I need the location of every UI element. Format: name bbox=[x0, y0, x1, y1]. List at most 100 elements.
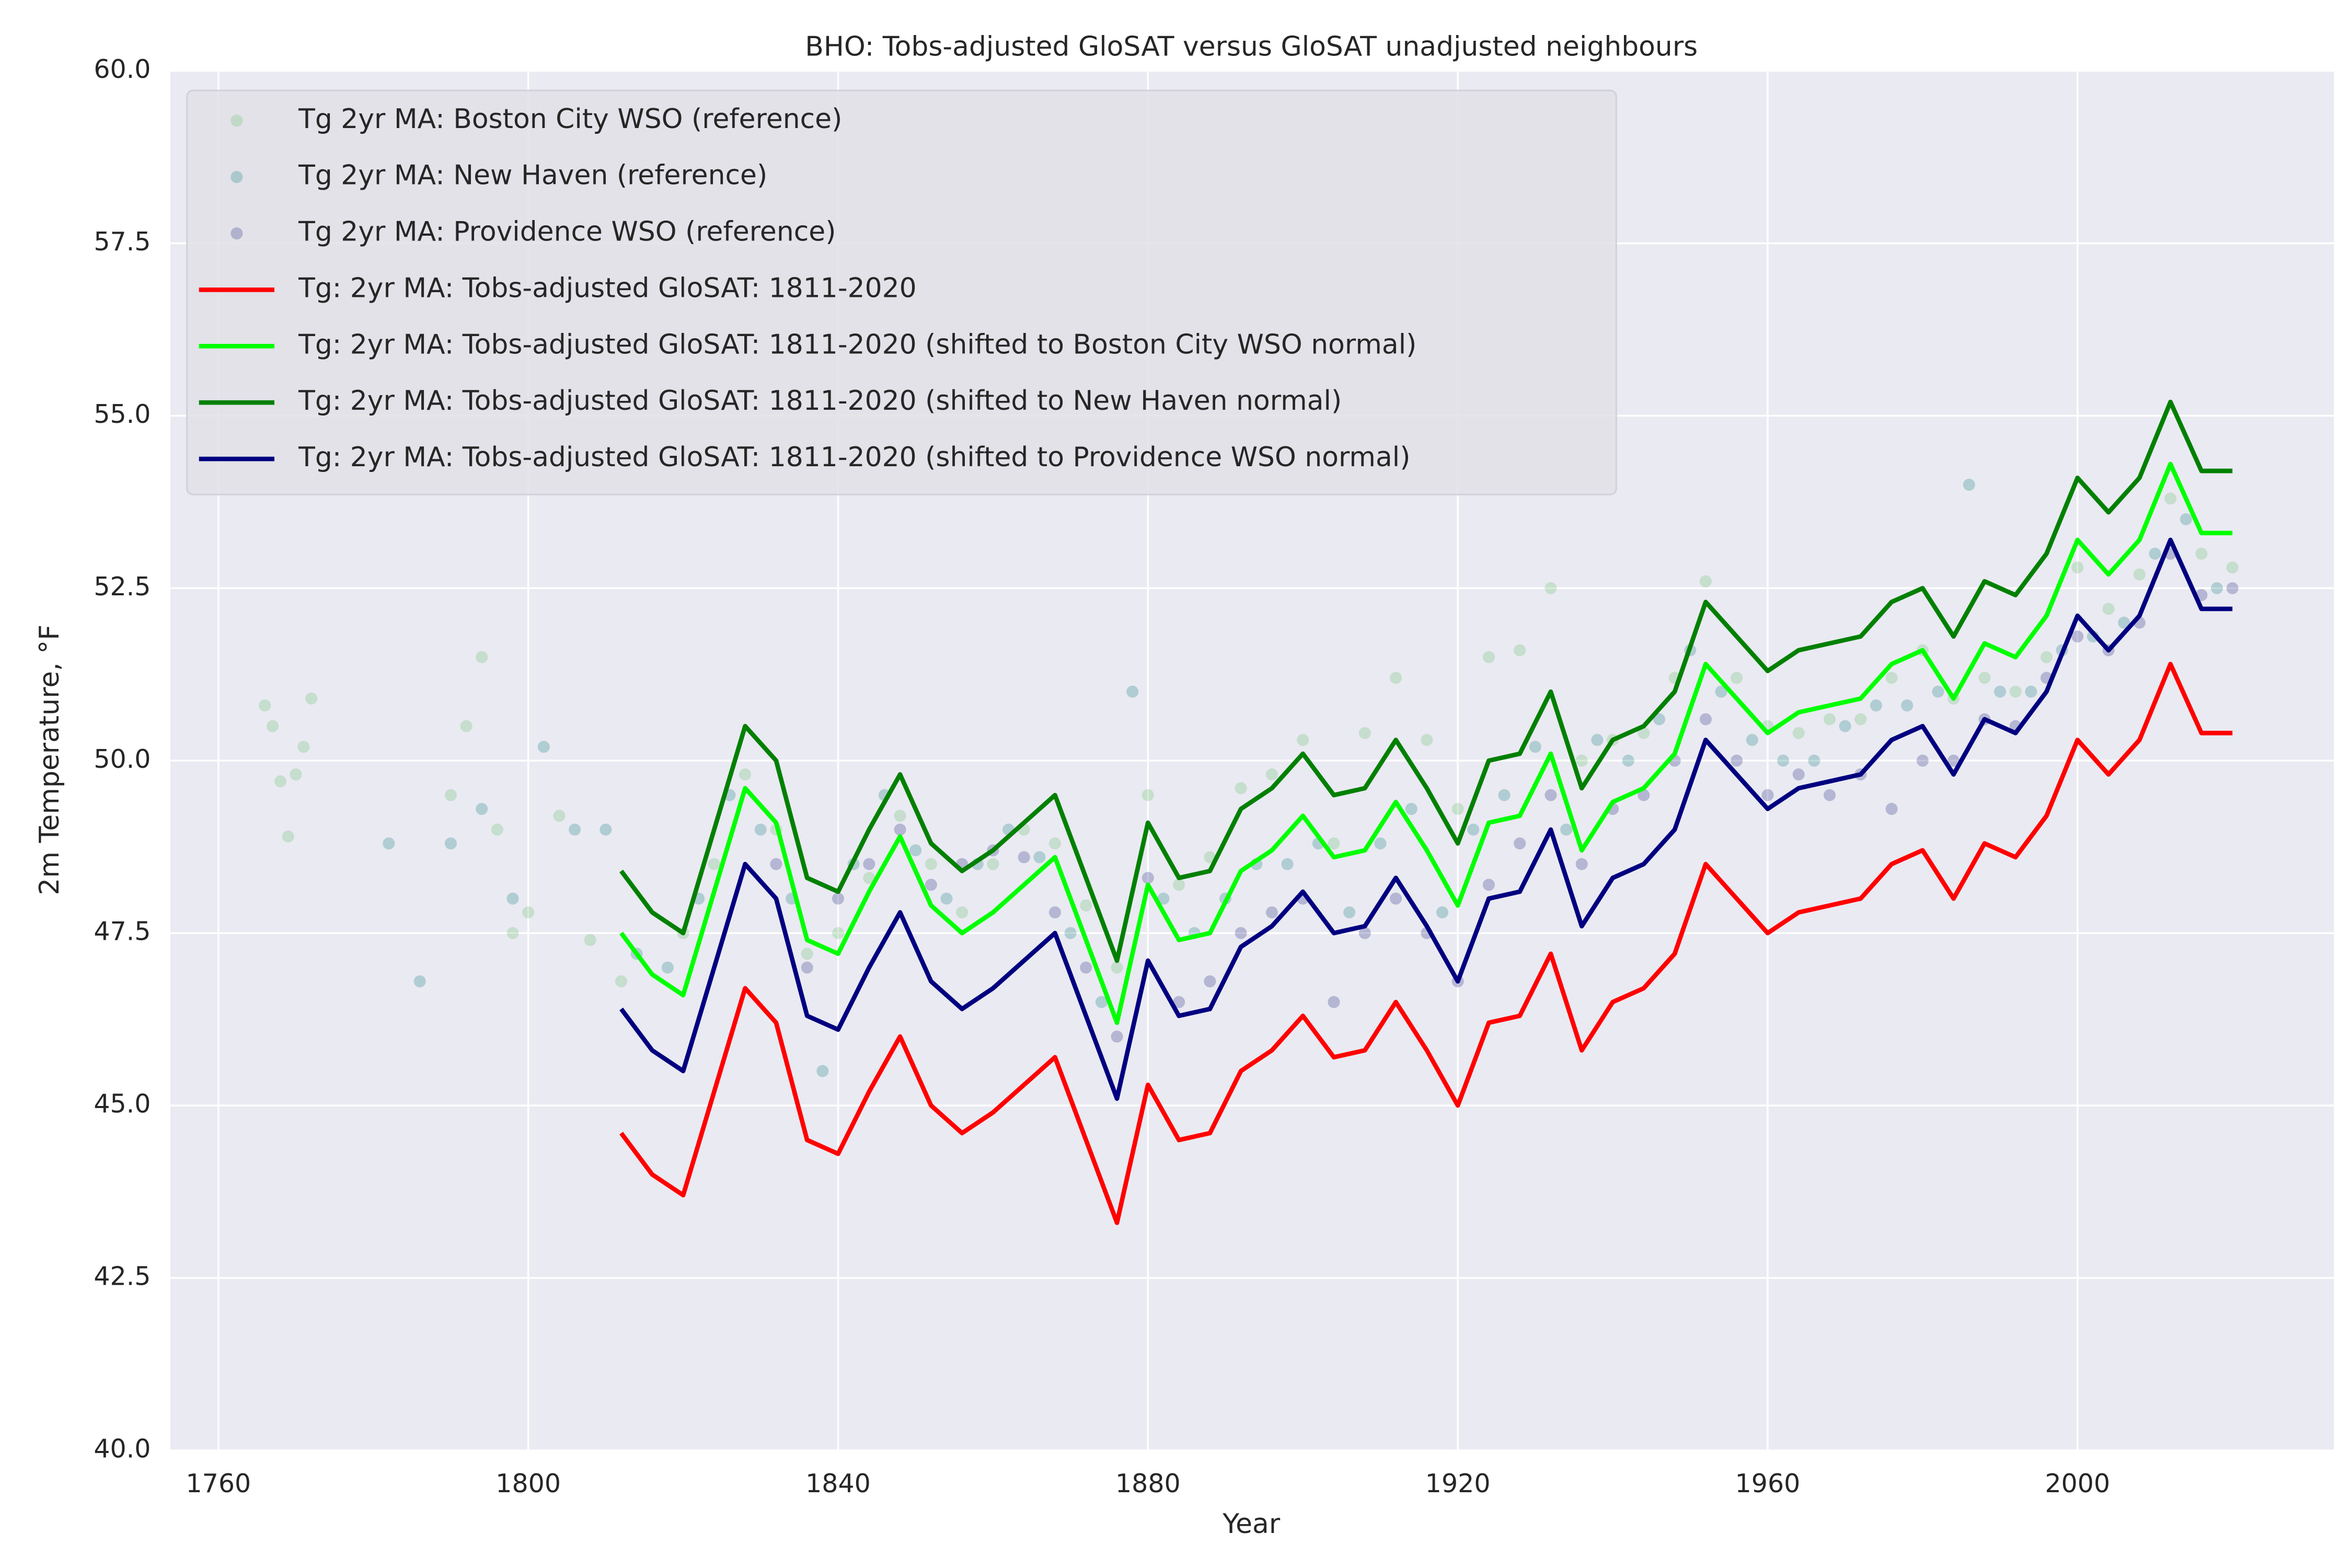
scatter-point bbox=[1235, 782, 1247, 794]
scatter-point bbox=[1731, 754, 1743, 767]
scatter-point bbox=[1808, 754, 1820, 767]
scatter-point bbox=[476, 651, 488, 663]
scatter-point bbox=[2226, 561, 2239, 574]
legend-label: Tg 2yr MA: New Haven (reference) bbox=[298, 160, 767, 191]
line-series bbox=[619, 662, 2233, 1225]
scatter-point bbox=[832, 927, 845, 939]
scatter-point bbox=[1575, 858, 1588, 870]
legend-marker bbox=[230, 171, 243, 183]
scatter-point bbox=[615, 975, 628, 988]
scatter-point bbox=[1467, 823, 1480, 836]
scatter-point bbox=[1111, 1030, 1123, 1043]
line-series bbox=[619, 537, 2233, 1101]
scatter-point bbox=[460, 720, 472, 732]
legend: Tg 2yr MA: Boston City WSO (reference) Tg… bbox=[186, 89, 1617, 495]
scatter-point bbox=[987, 858, 999, 870]
scatter-point bbox=[909, 844, 922, 857]
scatter-point bbox=[491, 823, 503, 836]
scatter-point bbox=[2195, 547, 2208, 560]
scatter-point bbox=[816, 1065, 829, 1077]
scatter-point bbox=[2180, 513, 2192, 525]
scatter-point bbox=[1885, 803, 1898, 815]
scatter-point bbox=[894, 823, 906, 836]
scatter-point bbox=[1328, 996, 1340, 1008]
scatter-point bbox=[1529, 741, 1541, 753]
x-tick-label: 2000 bbox=[2045, 1468, 2110, 1498]
x-axis-label: Year bbox=[1222, 1508, 1281, 1540]
scatter-point bbox=[1018, 851, 1030, 863]
scatter-point bbox=[1358, 727, 1371, 740]
scatter-point bbox=[1638, 789, 1650, 801]
scatter-point bbox=[444, 789, 457, 801]
chart-title: BHO: Tobs-adjusted GloSAT versus GloSAT … bbox=[805, 31, 1698, 62]
x-tick-label: 1800 bbox=[495, 1468, 561, 1498]
scatter-point bbox=[2164, 492, 2177, 505]
scatter-point bbox=[1142, 872, 1154, 884]
scatter-point bbox=[1358, 927, 1371, 939]
scatter-point bbox=[383, 837, 395, 850]
scatter-point bbox=[1374, 837, 1387, 850]
y-tick-label: 60.0 bbox=[94, 54, 151, 84]
scatter-point bbox=[1715, 685, 1727, 698]
scatter-point bbox=[1544, 789, 1557, 801]
scatter-point bbox=[1204, 975, 1216, 988]
scatter-point bbox=[925, 879, 937, 891]
scatter-point bbox=[1048, 837, 1062, 850]
scatter-point bbox=[1064, 927, 1077, 939]
scatter-point bbox=[444, 837, 457, 850]
y-tick-label: 57.5 bbox=[94, 226, 151, 257]
scatter-point bbox=[661, 961, 674, 974]
scatter-point bbox=[1048, 906, 1062, 919]
x-tick-label: 1960 bbox=[1735, 1468, 1801, 1498]
scatter-point bbox=[1792, 768, 1805, 781]
scatter-point bbox=[894, 810, 906, 822]
legend-label: Tg: 2yr MA: Tobs-adjusted GloSAT: 1811-2… bbox=[298, 385, 1342, 417]
scatter-point bbox=[1328, 837, 1340, 850]
scatter-point bbox=[1901, 699, 1913, 712]
scatter-point bbox=[708, 858, 720, 870]
scatter-point bbox=[1699, 713, 1712, 725]
scatter-point bbox=[1870, 699, 1883, 712]
scatter-point bbox=[1514, 644, 1526, 656]
scatter-point bbox=[801, 961, 813, 974]
scatter-point bbox=[801, 948, 813, 960]
scatter-point bbox=[1297, 734, 1309, 746]
legend-label: Tg 2yr MA: Providence WSO (reference) bbox=[298, 216, 836, 248]
scatter-point bbox=[1482, 879, 1495, 891]
scatter-point bbox=[1126, 685, 1139, 698]
scatter-point bbox=[305, 692, 318, 705]
scatter-point bbox=[956, 906, 969, 919]
legend-label: Tg: 2yr MA: Tobs-adjusted GloSAT: 1811-2… bbox=[298, 329, 1416, 360]
y-axis-label: 2m Temperature, °F bbox=[34, 625, 65, 895]
legend-label: Tg: 2yr MA: Tobs-adjusted GloSAT: 1811-2… bbox=[298, 272, 917, 304]
scatter-point bbox=[2025, 685, 2037, 698]
scatter-point bbox=[1111, 961, 1123, 974]
scatter-point bbox=[1265, 906, 1278, 919]
scatter-point bbox=[1653, 713, 1666, 725]
scatter-point bbox=[2071, 561, 2084, 574]
x-tick-label: 1880 bbox=[1115, 1468, 1181, 1498]
y-tick-label: 40.0 bbox=[94, 1434, 151, 1464]
scatter-point bbox=[1792, 727, 1805, 740]
scatter-point bbox=[1390, 892, 1402, 905]
x-tick-label: 1920 bbox=[1425, 1468, 1491, 1498]
line-series bbox=[619, 462, 2233, 1025]
scatter-point bbox=[1699, 575, 1712, 587]
scatter-point bbox=[1885, 672, 1898, 684]
scatter-point bbox=[863, 872, 875, 884]
scatter-point bbox=[2211, 582, 2223, 594]
scatter-point bbox=[2226, 582, 2239, 594]
scatter-point bbox=[1157, 892, 1170, 905]
scatter-point bbox=[282, 830, 294, 843]
scatter-point bbox=[553, 810, 566, 822]
y-tick-label: 52.5 bbox=[94, 571, 151, 602]
scatter-point bbox=[1916, 754, 1929, 767]
scatter-point bbox=[1451, 803, 1464, 815]
scatter-point bbox=[770, 858, 782, 870]
scatter-point bbox=[1761, 789, 1774, 801]
scatter-point bbox=[267, 720, 279, 732]
scatter-point bbox=[1839, 720, 1851, 732]
scatter-point bbox=[1824, 713, 1836, 725]
scatter-point bbox=[1560, 823, 1573, 836]
